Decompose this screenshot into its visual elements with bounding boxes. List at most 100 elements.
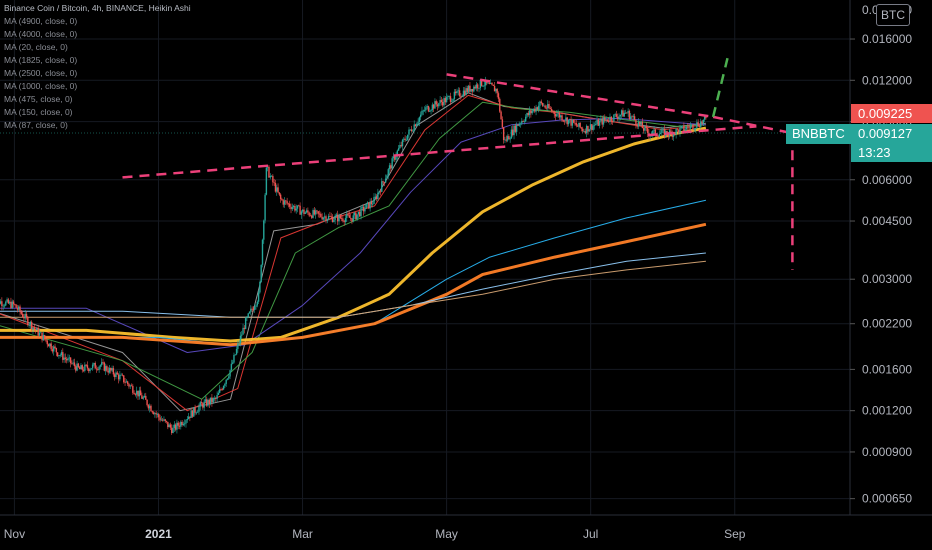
candle-body (387, 169, 389, 176)
candle-body (618, 116, 620, 119)
candle-body (116, 372, 118, 375)
candle-body (73, 362, 76, 367)
candle-body (97, 369, 99, 370)
candle-body (514, 125, 517, 132)
candle-body (101, 362, 103, 366)
candle-body (168, 424, 170, 428)
candle-body (20, 311, 23, 314)
candle-body (680, 126, 682, 128)
candle-body (338, 215, 340, 222)
candle-body (72, 362, 74, 364)
current-price-value: 0.009127 (858, 126, 913, 141)
legend-item: MA (20, close, 0) (4, 42, 68, 52)
candle-body (499, 98, 501, 112)
candle-body (321, 216, 323, 220)
candle-body (444, 98, 447, 103)
candle-body (82, 369, 85, 371)
candle-body (75, 366, 77, 371)
candle-body (508, 136, 510, 140)
candle-body (40, 332, 42, 334)
y-tick-label: 0.004500 (862, 214, 912, 228)
legend-item: MA (4900, close, 0) (4, 16, 78, 26)
candle-body (115, 372, 117, 378)
candle-body (66, 358, 68, 361)
candle-body (146, 399, 148, 406)
candle-body (688, 127, 690, 129)
candle-body (12, 301, 15, 305)
candle-body (111, 368, 113, 371)
candle-body (370, 201, 373, 205)
candle-body (362, 206, 365, 212)
candle-body (368, 202, 370, 209)
candle-body (193, 407, 195, 417)
candle-body (663, 129, 666, 137)
candle-body (60, 352, 63, 356)
candle-body (34, 328, 37, 331)
candle-body (124, 382, 126, 383)
candle-body (359, 211, 361, 217)
candle-body (471, 88, 474, 92)
candle-body (635, 120, 637, 125)
candle-body (435, 101, 437, 105)
candle-body (0, 301, 2, 304)
candle-body (215, 398, 217, 399)
candle-body (530, 110, 532, 114)
candle-body (500, 111, 502, 120)
candle-body (355, 212, 357, 220)
candle-body (469, 85, 471, 92)
time-axis[interactable]: Nov 2021 Mar May Jul Sep (4, 527, 746, 541)
candle-body (95, 368, 98, 370)
candle-body (36, 327, 38, 331)
candle-body (464, 90, 466, 96)
candle-body (154, 413, 156, 415)
candle-body (32, 327, 34, 330)
candle-body (281, 198, 283, 201)
candle-body (386, 175, 388, 179)
candle-body (266, 166, 269, 168)
candle-body (238, 343, 240, 345)
x-tick-label: Mar (292, 527, 313, 541)
candle-body (694, 127, 697, 130)
candle-body (226, 378, 229, 380)
candle-body (309, 215, 312, 217)
legend-item: MA (2500, close, 0) (4, 68, 78, 78)
candle-body (348, 215, 351, 218)
chart-grid (0, 0, 850, 515)
candle-body (322, 217, 325, 220)
candle-body (426, 106, 428, 108)
y-tick-label: 0.003000 (862, 272, 912, 286)
candle-body (451, 101, 453, 102)
candle-body (628, 110, 631, 120)
candle-body (23, 317, 25, 319)
candle-body (216, 394, 218, 399)
candle-body (502, 127, 505, 141)
candle-body (256, 301, 259, 306)
candle-body (136, 390, 138, 395)
candle-body (85, 364, 87, 366)
candle-body (208, 399, 211, 405)
candle-body (125, 381, 128, 383)
candle-body (653, 129, 655, 131)
candle-body (320, 213, 322, 217)
candle-body (536, 107, 539, 110)
currency-button[interactable]: BTC (876, 4, 910, 26)
candle-body (128, 383, 130, 387)
candle-body (658, 134, 660, 137)
candle-body (268, 166, 270, 178)
bar-countdown: 13:23 (858, 145, 891, 160)
candle-body (46, 340, 48, 345)
candle-body (53, 346, 55, 352)
candle-body (303, 209, 305, 214)
candle-body (55, 347, 58, 353)
candle-body (418, 117, 421, 122)
candle-body (518, 123, 520, 126)
current-price-label: 0.009127 13:23 (851, 124, 932, 162)
candle-body (88, 368, 90, 372)
candle-body (203, 401, 205, 408)
candle-body (510, 129, 513, 139)
candle-body (77, 363, 80, 368)
candle-body (521, 121, 523, 124)
candle-body (571, 119, 574, 126)
candle-body (209, 397, 212, 405)
